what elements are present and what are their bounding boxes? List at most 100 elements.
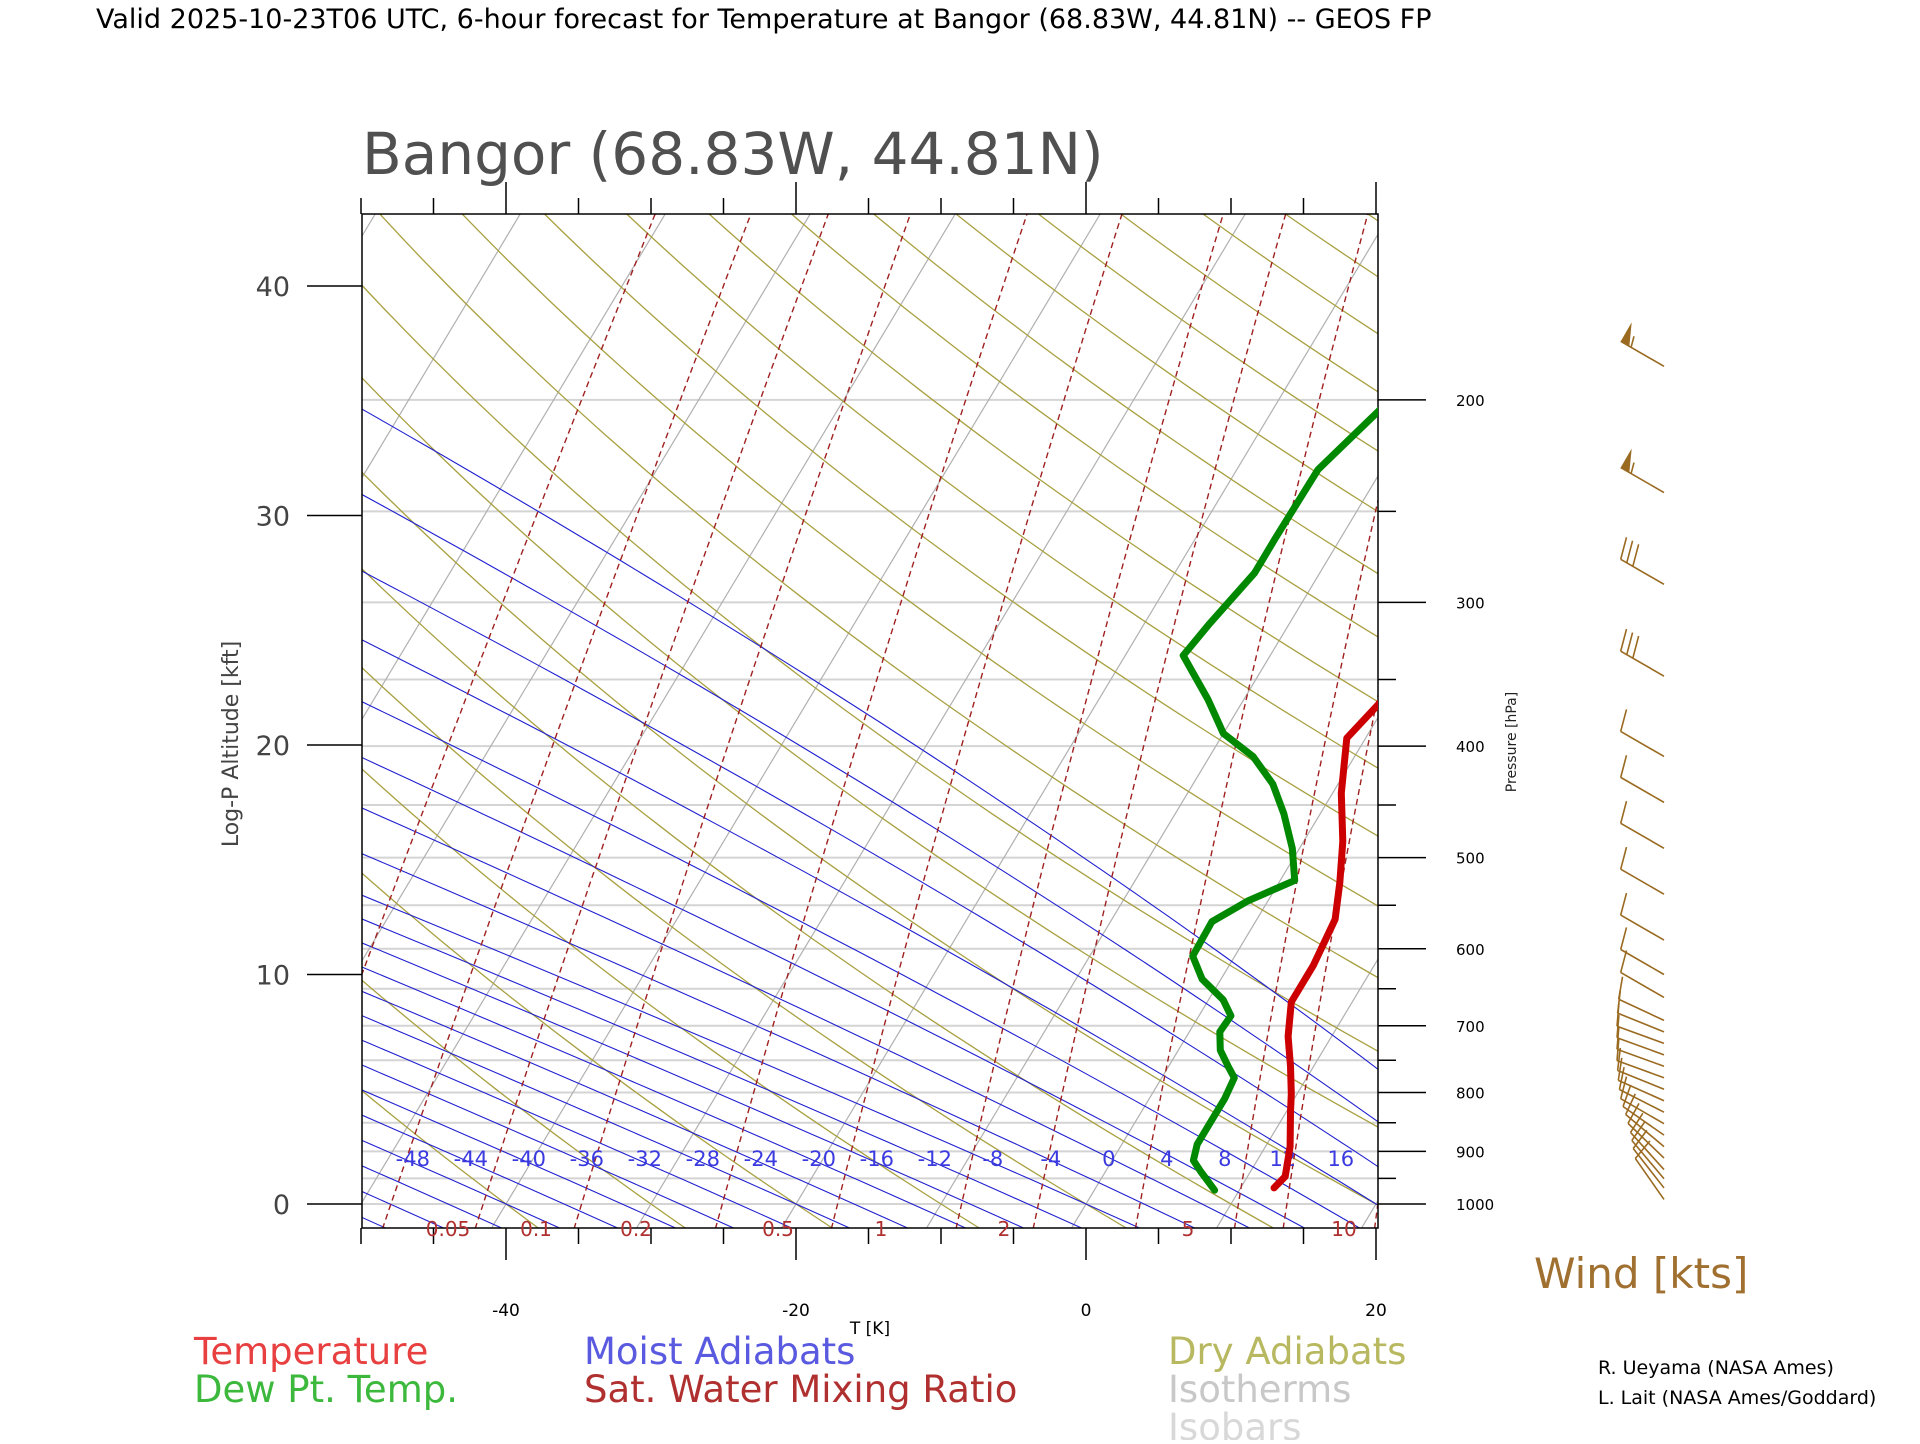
dry-adiabat: [1241, 183, 1920, 1239]
isotherm-label: 8: [1218, 1147, 1231, 1171]
wind-barb-feather: [1619, 977, 1623, 999]
mixing-ratio-label: 0.05: [426, 1217, 471, 1241]
isotherm-label: -44: [454, 1147, 488, 1171]
isotherm-label: -40: [512, 1147, 546, 1171]
isotherm-line: [478, 171, 1125, 1250]
credit-line: L. Lait (NASA Ames/Goddard): [1598, 1387, 1876, 1409]
dry-adiabat: [918, 183, 1920, 1239]
mixing-ratio-line: [1373, 183, 1565, 1239]
isotherm-label: -24: [744, 1147, 778, 1171]
isotherm-line: [1203, 171, 1850, 1250]
background-lines: [0, 171, 1920, 1250]
header-text: Valid 2025-10-23T06 UTC, 6-hour forecast…: [96, 4, 1432, 35]
y-tick-label: 10: [256, 961, 290, 992]
x-tick-label: 20: [1365, 1301, 1387, 1321]
mixing-ratio-line: [472, 183, 840, 1239]
isotherm-line: [43, 171, 690, 1250]
dry-adiabat: [0, 183, 700, 1239]
wind-barb: [1621, 537, 1664, 584]
wind-barb-feather: [1633, 544, 1639, 566]
moist-adiabat: [0, 183, 583, 1239]
wind-barb-feather: [1633, 636, 1639, 658]
isotherm-line: [1058, 171, 1705, 1250]
mixing-ratio-line: [1233, 183, 1455, 1239]
dry-adiabat: [1645, 183, 1920, 1239]
wind-barb: [1621, 755, 1664, 802]
moist-adiabat: [0, 183, 931, 1239]
isotherm-line: [333, 171, 980, 1250]
y-axis-label: Log-P Altitude [kft]: [219, 641, 244, 847]
moist-adiabat: [0, 183, 641, 1239]
moist-adiabat: [0, 183, 1163, 1239]
wind-barb: [1618, 990, 1664, 1031]
dry-adiabat: [351, 183, 1883, 1239]
pressure-tick-label: 600: [1456, 941, 1485, 959]
dry-adiabat: [998, 183, 1920, 1239]
mixing-ratio-line: [1134, 183, 1377, 1239]
isotherm-line: [768, 171, 1415, 1250]
dry-adiabat: [756, 183, 1920, 1239]
moist-adiabat: [0, 183, 989, 1239]
wind-barb: [1621, 801, 1664, 848]
wind-barb-half-feather: [1631, 463, 1634, 474]
wind-barb-half-feather: [1631, 336, 1634, 347]
mixing-ratio-label: 2: [998, 1217, 1011, 1241]
pressure-tick-label: 200: [1456, 392, 1485, 410]
dry-adiabat: [0, 183, 848, 1239]
wind-barb: [1621, 322, 1664, 366]
isotherm-label: -32: [628, 1147, 662, 1171]
moist-adiabat: [0, 183, 351, 1239]
dry-adiabat: [594, 183, 1920, 1239]
y-tick-label: 30: [256, 502, 290, 533]
wind-barb: [1621, 847, 1664, 894]
legend-item: Isotherms: [1168, 1368, 1351, 1411]
isotherm-label: 16: [1327, 1147, 1354, 1171]
wind-barb: [1619, 977, 1664, 1021]
wind-barb: [1621, 927, 1664, 974]
wind-barb-shaft: [1618, 1080, 1664, 1100]
wind-barb: [1621, 709, 1664, 756]
pressure-tick-label: 500: [1456, 850, 1485, 868]
wind-barb-shaft: [1628, 1123, 1664, 1158]
wind-barb: [1621, 448, 1664, 492]
wind-barb-shaft: [1621, 869, 1664, 894]
moist-adiabat: [0, 183, 699, 1239]
profiles: [1183, 217, 1878, 1190]
isotherm-line: [0, 171, 256, 1250]
moist-adiabat: [0, 183, 1324, 1239]
credits: R. Ueyama (NASA Ames) L. Lait (NASA Ames/…: [1598, 1357, 1876, 1409]
wind-barb: [1621, 950, 1664, 997]
wind-barbs: [1617, 322, 1664, 1199]
wind-barb-feather: [1621, 950, 1627, 972]
pressure-tick-label: 400: [1456, 738, 1485, 756]
credit-line: R. Ueyama (NASA Ames): [1598, 1357, 1834, 1379]
mixing-ratio-label: 1: [875, 1217, 888, 1241]
isotherm-line: [1493, 171, 1920, 1250]
dry-adiabat: [109, 183, 1440, 1239]
wind-barb: [1621, 893, 1664, 940]
dry-adiabat: [1079, 183, 1920, 1239]
wind-barb-feather: [1621, 629, 1627, 651]
wind-barb-shaft: [1621, 915, 1664, 940]
pressure-tick-label: 800: [1456, 1085, 1485, 1103]
wind-barb-shaft: [1621, 777, 1664, 802]
moist-adiabat: [0, 183, 409, 1239]
mixing-ratio-line: [1441, 183, 1618, 1239]
wind-barb-shaft: [1621, 972, 1664, 997]
moist-adiabat: [0, 183, 757, 1239]
y-tick-label: 20: [256, 731, 290, 762]
legend-item: Isobars: [1168, 1406, 1301, 1440]
wind-barb-feather: [1621, 755, 1627, 777]
x-tick-label: 0: [1081, 1301, 1092, 1321]
pressure-axis-label: Pressure [hPa]: [1504, 692, 1520, 792]
isotherm-line: [0, 171, 546, 1250]
dry-adiabat: [0, 183, 553, 1239]
isotherm-label: -16: [860, 1147, 894, 1171]
isotherm-label: -8: [982, 1147, 1003, 1171]
legend-item: Dew Pt. Temp.: [194, 1368, 458, 1411]
isotherm-label: -36: [570, 1147, 604, 1171]
wind-barb-feather: [1627, 633, 1633, 655]
